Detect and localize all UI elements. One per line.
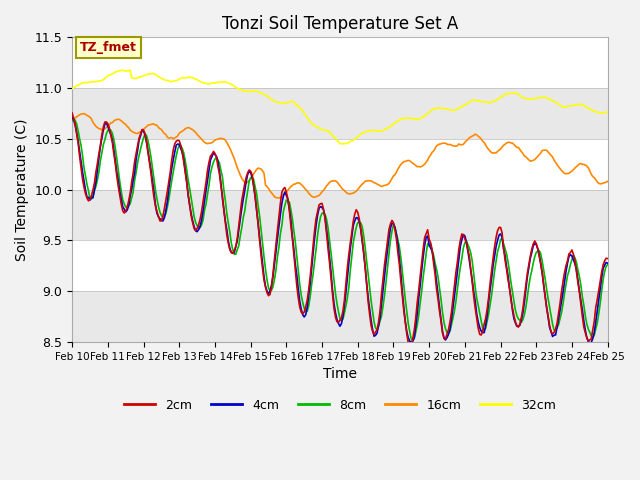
Title: Tonzi Soil Temperature Set A: Tonzi Soil Temperature Set A	[222, 15, 458, 33]
Bar	[72, 240, 607, 291]
X-axis label: Time: Time	[323, 367, 357, 381]
Bar	[72, 139, 607, 190]
Y-axis label: Soil Temperature (C): Soil Temperature (C)	[15, 119, 29, 261]
Legend: 2cm, 4cm, 8cm, 16cm, 32cm: 2cm, 4cm, 8cm, 16cm, 32cm	[119, 394, 561, 417]
Text: TZ_fmet: TZ_fmet	[80, 41, 137, 54]
Bar	[72, 37, 607, 88]
